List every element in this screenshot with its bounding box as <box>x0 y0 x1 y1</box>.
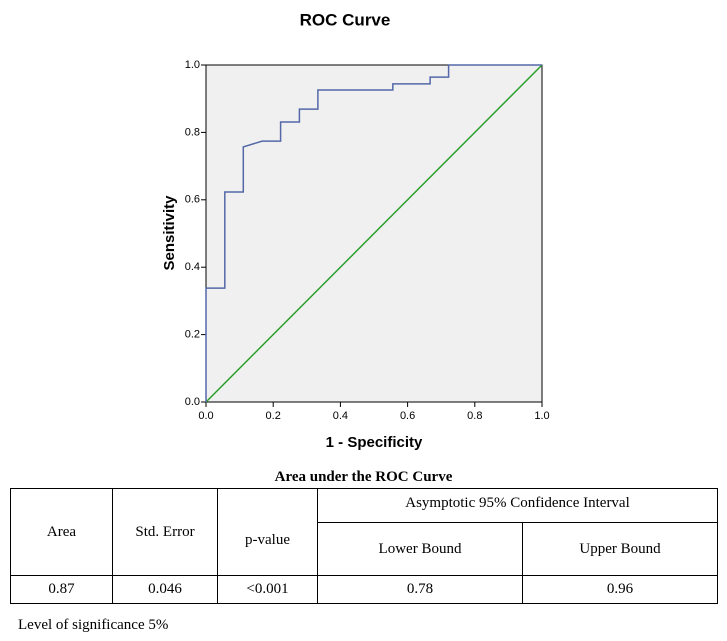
x-tick-label: 0.4 <box>333 410 348 422</box>
x-tick-label: 0.8 <box>467 410 482 422</box>
chart: ROC Curve 1 - Specificity Sensitivity 0.… <box>161 10 550 451</box>
column-header: Upper Bound <box>522 522 718 576</box>
x-tick-label: 1.0 <box>534 410 549 422</box>
column-header: p-value <box>217 488 318 576</box>
results-table: Area Std. Error p-value Asymptotic 95% C… <box>10 488 718 604</box>
cell: 0.78 <box>317 575 523 604</box>
column-header: Std. Error <box>112 488 218 576</box>
cell: 0.96 <box>522 575 718 604</box>
x-tick-label: 0.0 <box>198 410 213 422</box>
y-tick-label: 0.6 <box>185 194 200 206</box>
table-caption: Area under the ROC Curve <box>274 469 453 485</box>
cell: 0.87 <box>10 575 113 604</box>
column-header: Lower Bound <box>317 522 523 576</box>
y-tick-label: 1.0 <box>185 59 200 71</box>
roc-line <box>205 64 542 402</box>
group-header: Asymptotic 95% Confidence Interval <box>317 488 718 523</box>
cell: <0.001 <box>217 575 318 604</box>
chart-title: ROC Curve <box>300 10 391 29</box>
y-tick-label: 0.2 <box>185 329 200 341</box>
y-axis-label: Sensitivity <box>161 195 178 271</box>
y-tick-label: 0.8 <box>185 126 200 138</box>
y-tick-label: 0.0 <box>185 396 200 408</box>
footnote: Level of significance 5% <box>18 617 169 633</box>
cell: 0.046 <box>112 575 218 604</box>
x-axis-label: 1 - Specificity <box>326 434 423 451</box>
x-tick-label: 0.2 <box>266 410 281 422</box>
y-tick-label: 0.4 <box>185 261 200 273</box>
roc-line <box>205 64 543 403</box>
x-tick-label: 0.6 <box>400 410 415 422</box>
column-header: Area <box>10 488 113 576</box>
